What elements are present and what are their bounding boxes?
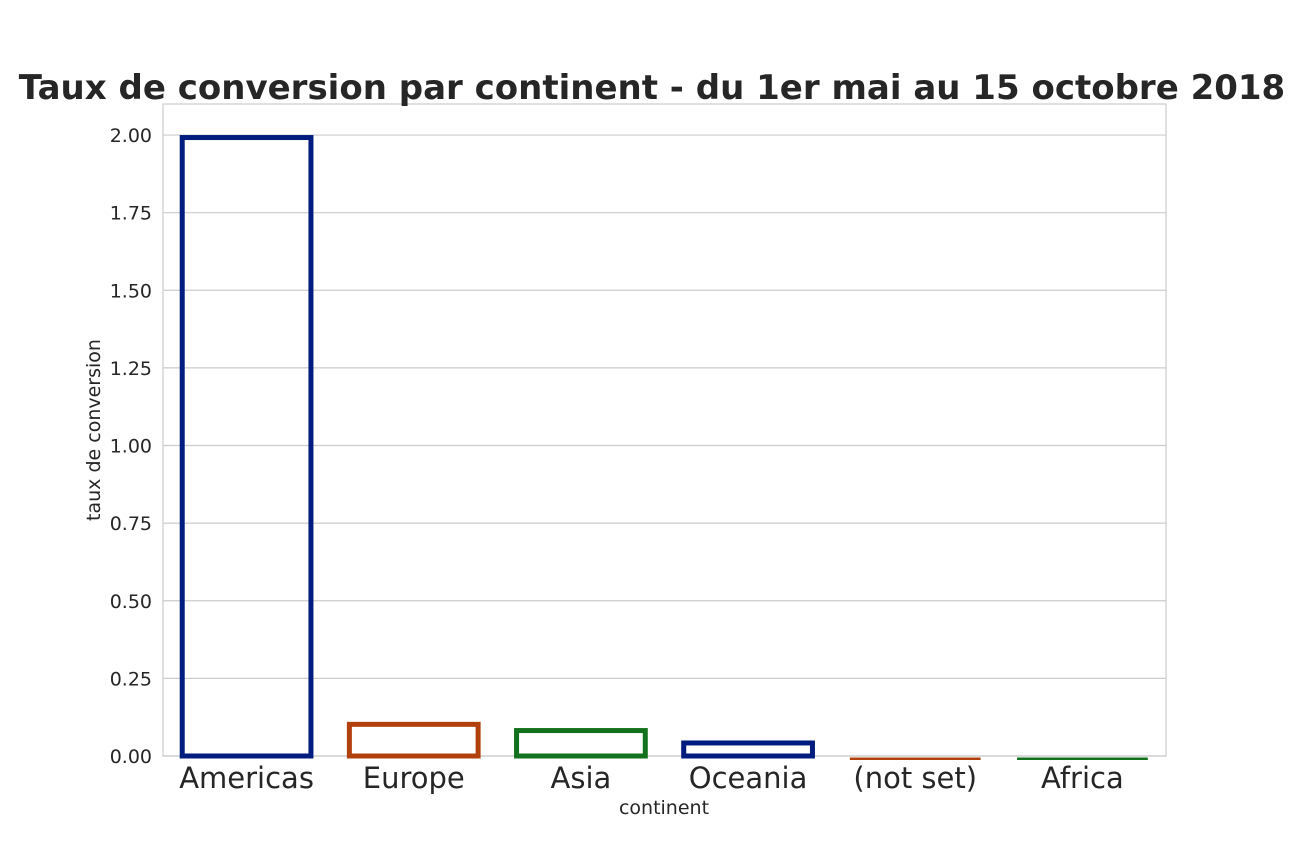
x-tick-label: Oceania <box>689 761 808 795</box>
y-tick-label: 1.25 <box>110 358 152 380</box>
y-tick-label: 1.75 <box>110 203 152 225</box>
y-axis-label: taux de conversion <box>83 339 105 521</box>
gridlines <box>163 134 1166 757</box>
y-tick-label: 1.00 <box>110 436 152 458</box>
bar-africa <box>1017 757 1148 760</box>
bar-not-set <box>849 757 981 760</box>
x-tick-label: (not set) <box>853 761 977 795</box>
y-tick-label: 1.50 <box>110 280 152 302</box>
bar-oceania <box>681 740 815 759</box>
y-tick-label: 0.75 <box>110 513 152 535</box>
bars <box>179 135 1148 760</box>
x-tick-labels: Americas Europe Asia Oceania (not set) Africa <box>179 761 1124 795</box>
y-tick-label: 2.00 <box>110 125 152 147</box>
bar-europe <box>346 721 481 759</box>
bar-asia <box>514 728 648 759</box>
x-tick-label: Americas <box>179 761 314 795</box>
x-tick-label: Africa <box>1041 761 1124 795</box>
x-tick-label: Asia <box>551 761 612 795</box>
y-tick-label: 0.25 <box>110 668 152 690</box>
x-axis-label: continent <box>619 797 709 819</box>
bar-americas <box>179 135 314 759</box>
x-tick-label: Europe <box>363 761 465 795</box>
y-tick-label: 0.50 <box>110 591 152 613</box>
chart-title: Taux de conversion par continent - du 1e… <box>19 68 1285 108</box>
y-tick-label: 0.00 <box>110 746 152 768</box>
plot-frame <box>162 103 1167 757</box>
y-tick-labels: 0.00 0.25 0.50 0.75 1.00 1.25 1.50 1.75 2.00 <box>110 125 152 768</box>
